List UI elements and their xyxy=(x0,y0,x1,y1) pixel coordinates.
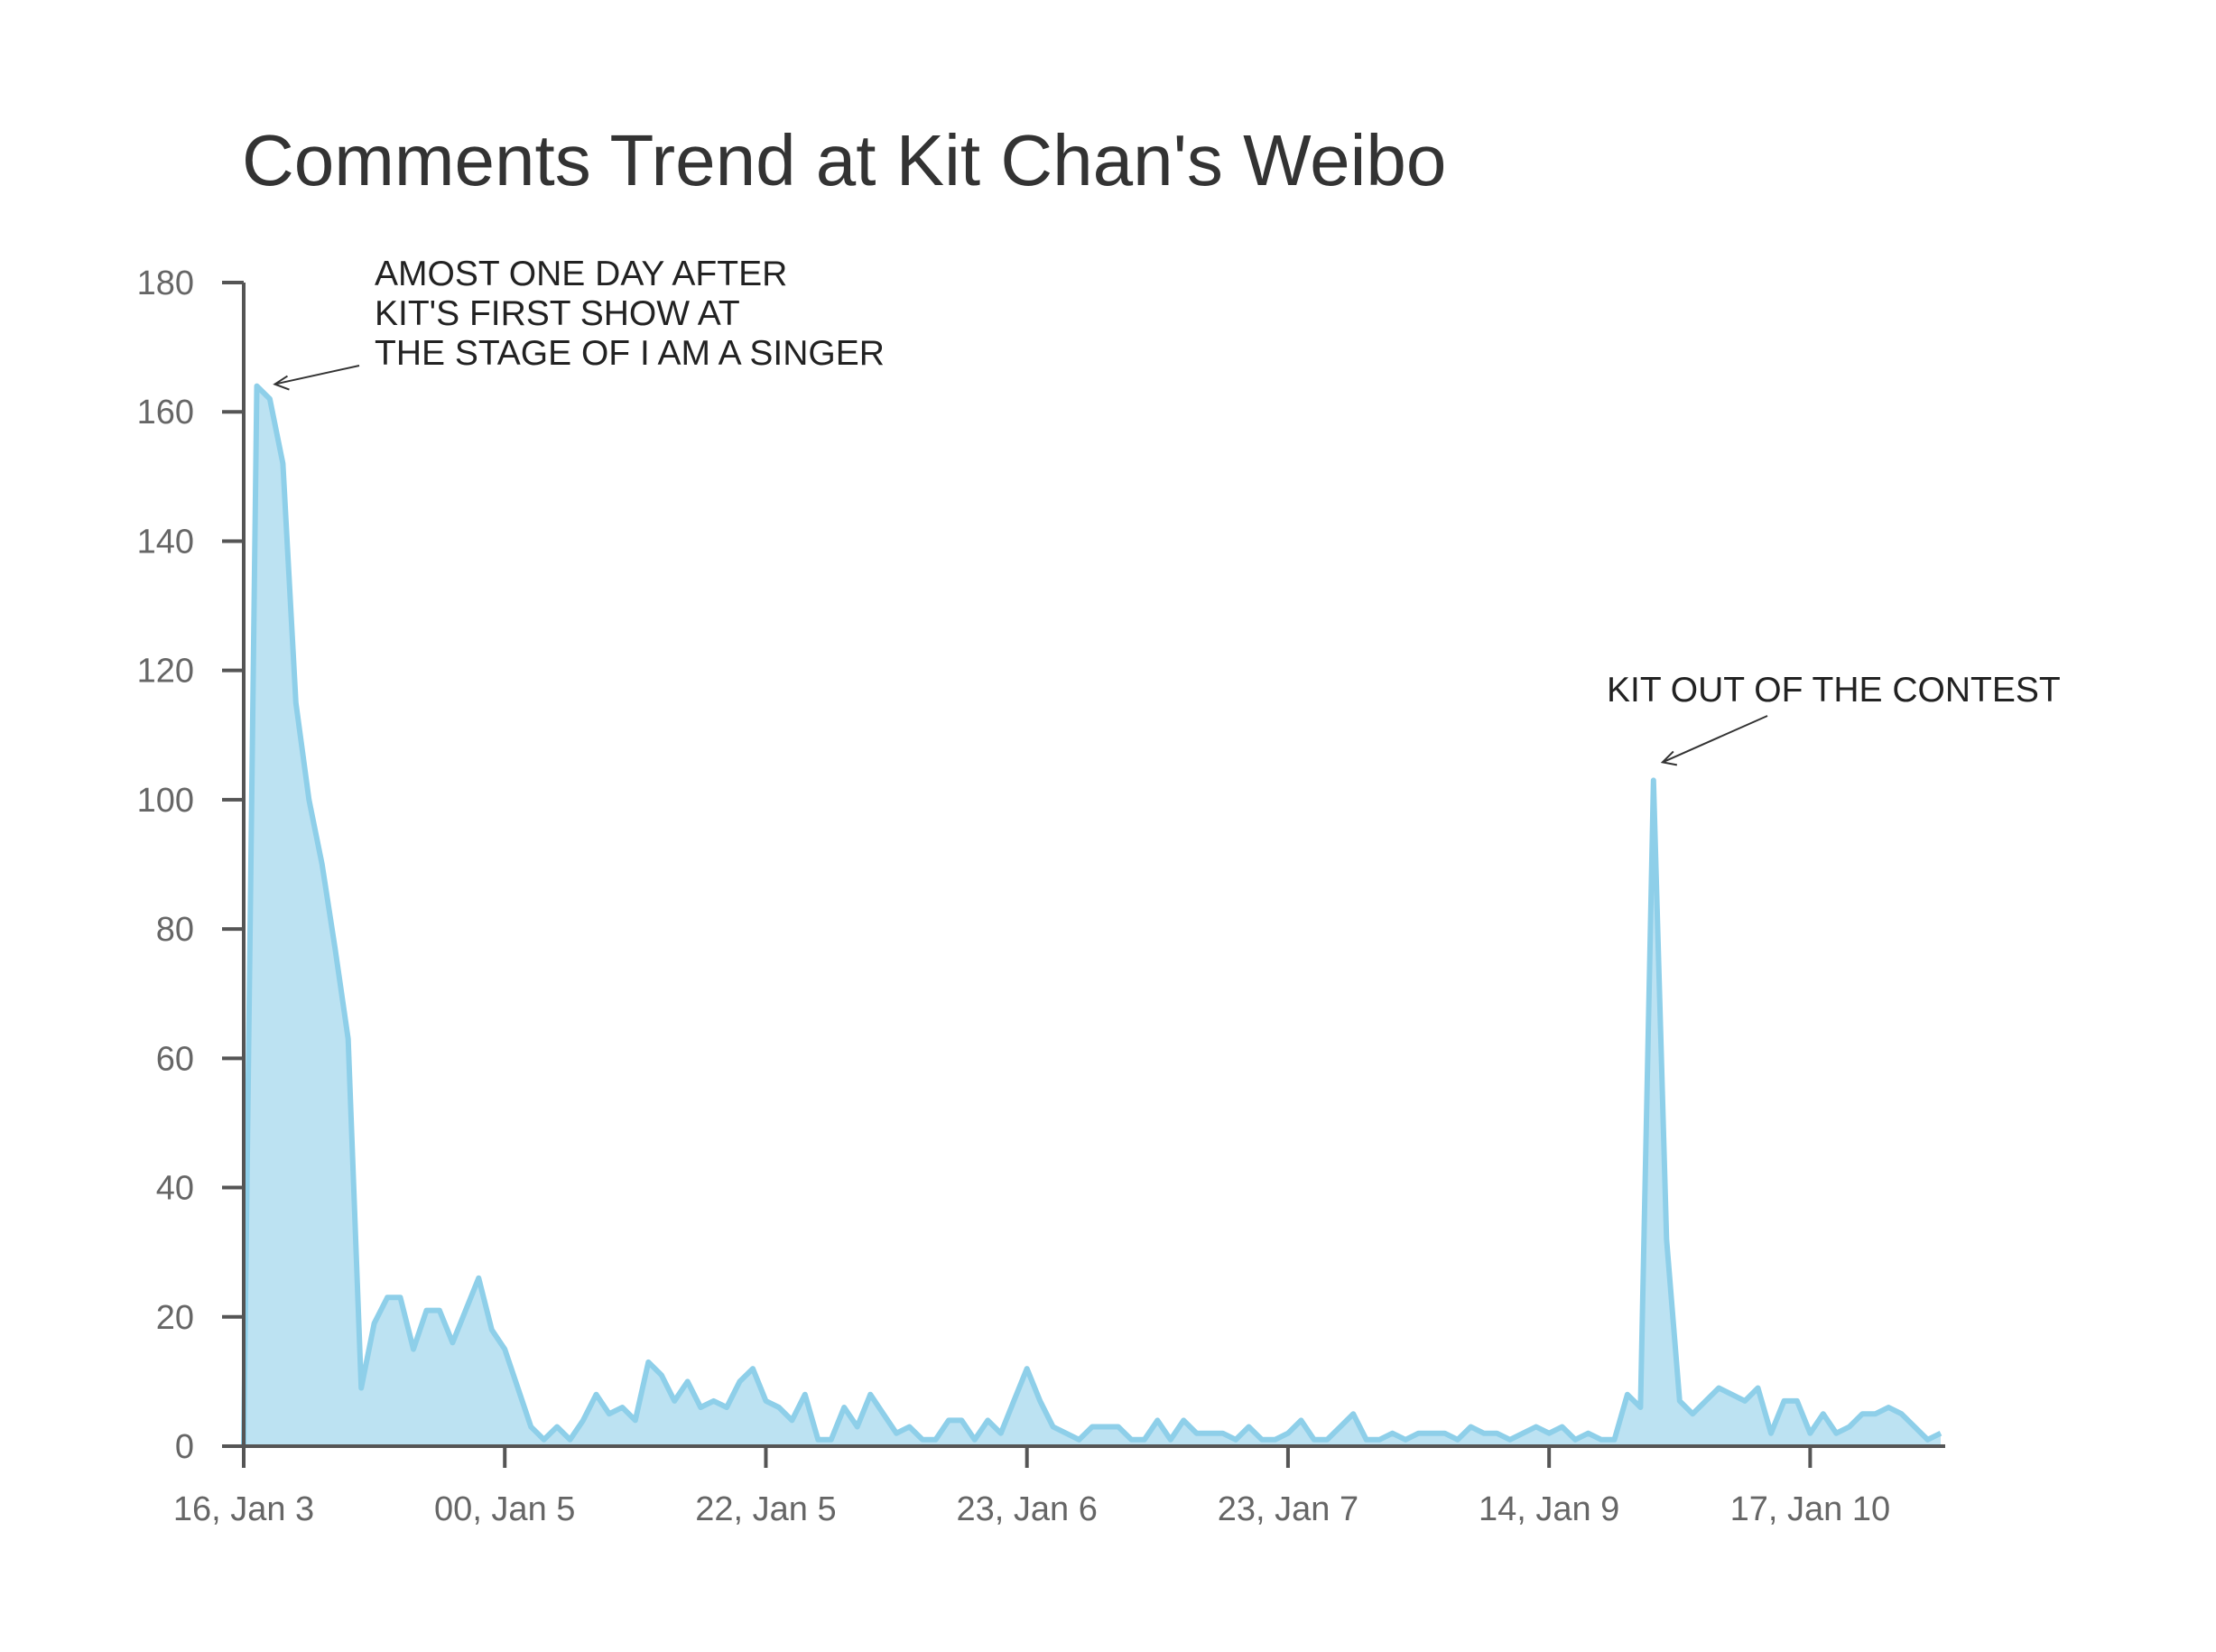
arrowhead-icon xyxy=(1660,750,1678,766)
y-tick-label: 160 xyxy=(137,394,194,432)
annotation-text: KIT'S FIRST SHOW AT xyxy=(375,294,740,333)
annotation-text: THE STAGE OF I AM A SINGER xyxy=(375,334,885,373)
x-tick-label: 00, Jan 5 xyxy=(434,1490,575,1528)
annotation-text: AMOST ONE DAY AFTER xyxy=(375,255,787,293)
x-tick-label: 17, Jan 10 xyxy=(1730,1490,1890,1528)
axes: 0 20 40 60 80 100 120 140 160 180 16, Jan 3 00, Jan… xyxy=(137,265,1945,1528)
x-tick-label: 22, Jan 5 xyxy=(695,1490,836,1528)
y-tick-label: 0 xyxy=(175,1428,194,1466)
y-tick-label: 100 xyxy=(137,782,194,820)
x-tick-label: 14, Jan 9 xyxy=(1479,1490,1619,1528)
plot-area xyxy=(241,383,1942,1447)
y-tick-label: 40 xyxy=(156,1170,194,1208)
annotation-arrow xyxy=(1662,715,1768,764)
y-tick-label: 120 xyxy=(137,653,194,691)
area-fill xyxy=(244,385,1941,1447)
y-tick-label: 60 xyxy=(156,1040,194,1078)
y-tick-label: 80 xyxy=(156,911,194,949)
x-tick-label: 16, Jan 3 xyxy=(173,1490,314,1528)
y-tick-label: 140 xyxy=(137,523,194,561)
x-tick-label: 23, Jan 7 xyxy=(1218,1490,1358,1528)
x-tick-label: 23, Jan 6 xyxy=(957,1490,1098,1528)
y-tick-label: 180 xyxy=(137,265,194,302)
annotation-text: KIT OUT OF THE CONTEST xyxy=(1607,671,2061,710)
chart-title: Comments Trend at Kit Chan's Weibo xyxy=(242,120,1447,200)
annotation-arrow xyxy=(274,365,360,385)
series-line xyxy=(241,383,1942,1447)
arrowhead-icon xyxy=(273,375,290,391)
y-tick-label: 20 xyxy=(156,1299,194,1337)
